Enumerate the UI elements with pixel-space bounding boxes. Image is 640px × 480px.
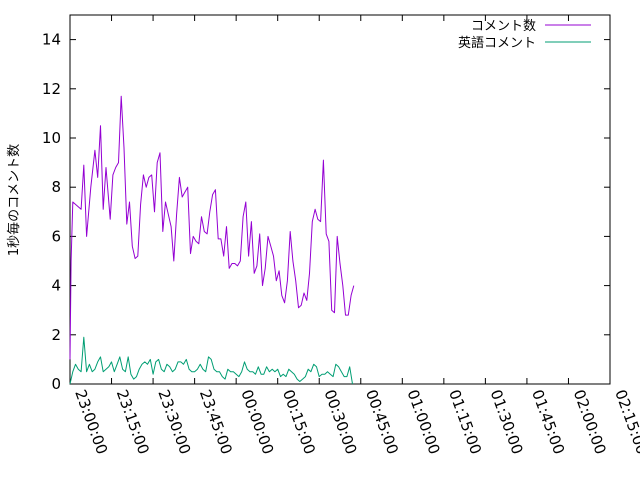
- y-tick-label: 10: [42, 129, 61, 147]
- legend-label-1: コメント数: [471, 19, 536, 34]
- x-tick-label: 00:00:00: [237, 387, 277, 456]
- x-tick-label: 00:30:00: [320, 387, 360, 456]
- x-tick-label: 23:45:00: [196, 387, 236, 456]
- y-tick-label: 8: [51, 178, 61, 196]
- y-tick-label: 6: [51, 227, 61, 245]
- x-tick-label: 00:45:00: [362, 387, 402, 456]
- x-tick-label: 01:30:00: [487, 387, 527, 456]
- x-tick-label: 01:45:00: [528, 387, 568, 456]
- x-tick-label: 23:30:00: [154, 387, 194, 456]
- series-line-2: [69, 336, 353, 385]
- y-tick-label: 0: [51, 375, 61, 393]
- x-tick-label: 01:15:00: [445, 387, 485, 456]
- x-tick-label: 02:00:00: [570, 387, 610, 456]
- y-tick-label: 2: [51, 326, 61, 344]
- y-tick-label: 4: [51, 277, 61, 295]
- x-tick-label: 02:15:00: [611, 387, 640, 456]
- series-line-1: [69, 95, 355, 360]
- series-layer: [69, 95, 355, 385]
- x-tick-label: 23:15:00: [113, 387, 153, 456]
- y-tick-label: 14: [42, 31, 61, 49]
- legend-label-2: 英語コメント: [458, 35, 536, 51]
- plot-frame: [69, 14, 611, 385]
- y-axis-label: 1秒毎のコメント数: [6, 144, 22, 256]
- x-axis: 23:00:00 23:15:00 23:30:00 23:45:00 00:00:00…: [69, 15, 640, 457]
- x-tick-label: 01:00:00: [404, 387, 444, 456]
- x-tick-label: 23:00:00: [71, 387, 111, 456]
- y-tick-label: 12: [42, 80, 61, 98]
- y-axis: 0 2 4 6 8 10 12 14: [42, 31, 610, 393]
- x-tick-label: 00:15:00: [279, 387, 319, 456]
